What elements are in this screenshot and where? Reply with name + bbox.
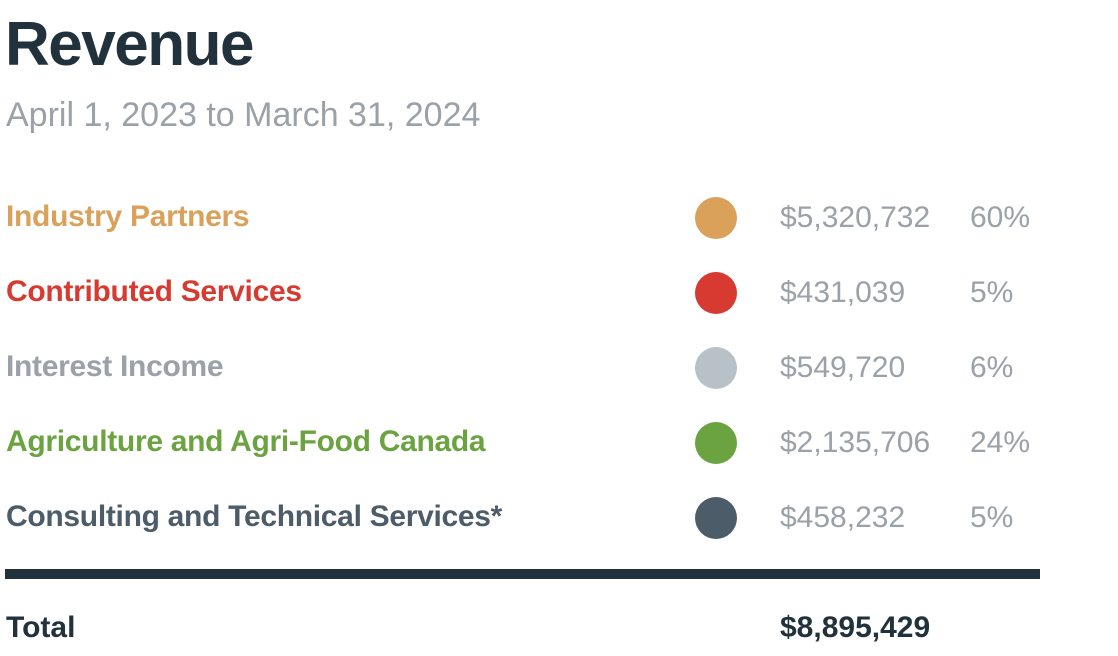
- row-label: Contributed Services: [6, 275, 302, 308]
- row-percent: 60%: [970, 201, 1031, 234]
- color-dot-icon: [695, 197, 737, 239]
- row-amount: $431,039: [780, 276, 906, 309]
- row-amount: $458,232: [780, 501, 906, 534]
- revenue-row-contributed-services: Contributed Services $431,039 5%: [0, 268, 1060, 318]
- color-dot-icon: [695, 272, 737, 314]
- color-dot-icon: [695, 347, 737, 389]
- row-label: Industry Partners: [6, 200, 250, 233]
- revenue-row-interest-income: Interest Income $549,720 6%: [0, 343, 1060, 393]
- date-range-subtitle: April 1, 2023 to March 31, 2024: [6, 96, 481, 134]
- row-amount: $549,720: [780, 351, 906, 384]
- total-label: Total: [6, 611, 76, 644]
- total-amount: $8,895,429: [780, 611, 931, 644]
- row-percent: 5%: [970, 276, 1014, 309]
- revenue-row-agriculture-canada: Agriculture and Agri-Food Canada $2,135,…: [0, 418, 1060, 468]
- row-label: Consulting and Technical Services*: [6, 500, 503, 533]
- row-amount: $5,320,732: [780, 201, 931, 234]
- revenue-row-consulting-services: Consulting and Technical Services* $458,…: [0, 493, 1060, 543]
- row-percent: 5%: [970, 501, 1014, 534]
- revenue-row-industry-partners: Industry Partners $5,320,732 60%: [0, 193, 1060, 243]
- total-divider: [5, 569, 1040, 579]
- row-label: Interest Income: [6, 350, 224, 383]
- row-amount: $2,135,706: [780, 426, 931, 459]
- row-label: Agriculture and Agri-Food Canada: [6, 425, 486, 458]
- color-dot-icon: [695, 497, 737, 539]
- color-dot-icon: [695, 422, 737, 464]
- page-title: Revenue: [5, 10, 254, 79]
- row-percent: 6%: [970, 351, 1014, 384]
- row-percent: 24%: [970, 426, 1031, 459]
